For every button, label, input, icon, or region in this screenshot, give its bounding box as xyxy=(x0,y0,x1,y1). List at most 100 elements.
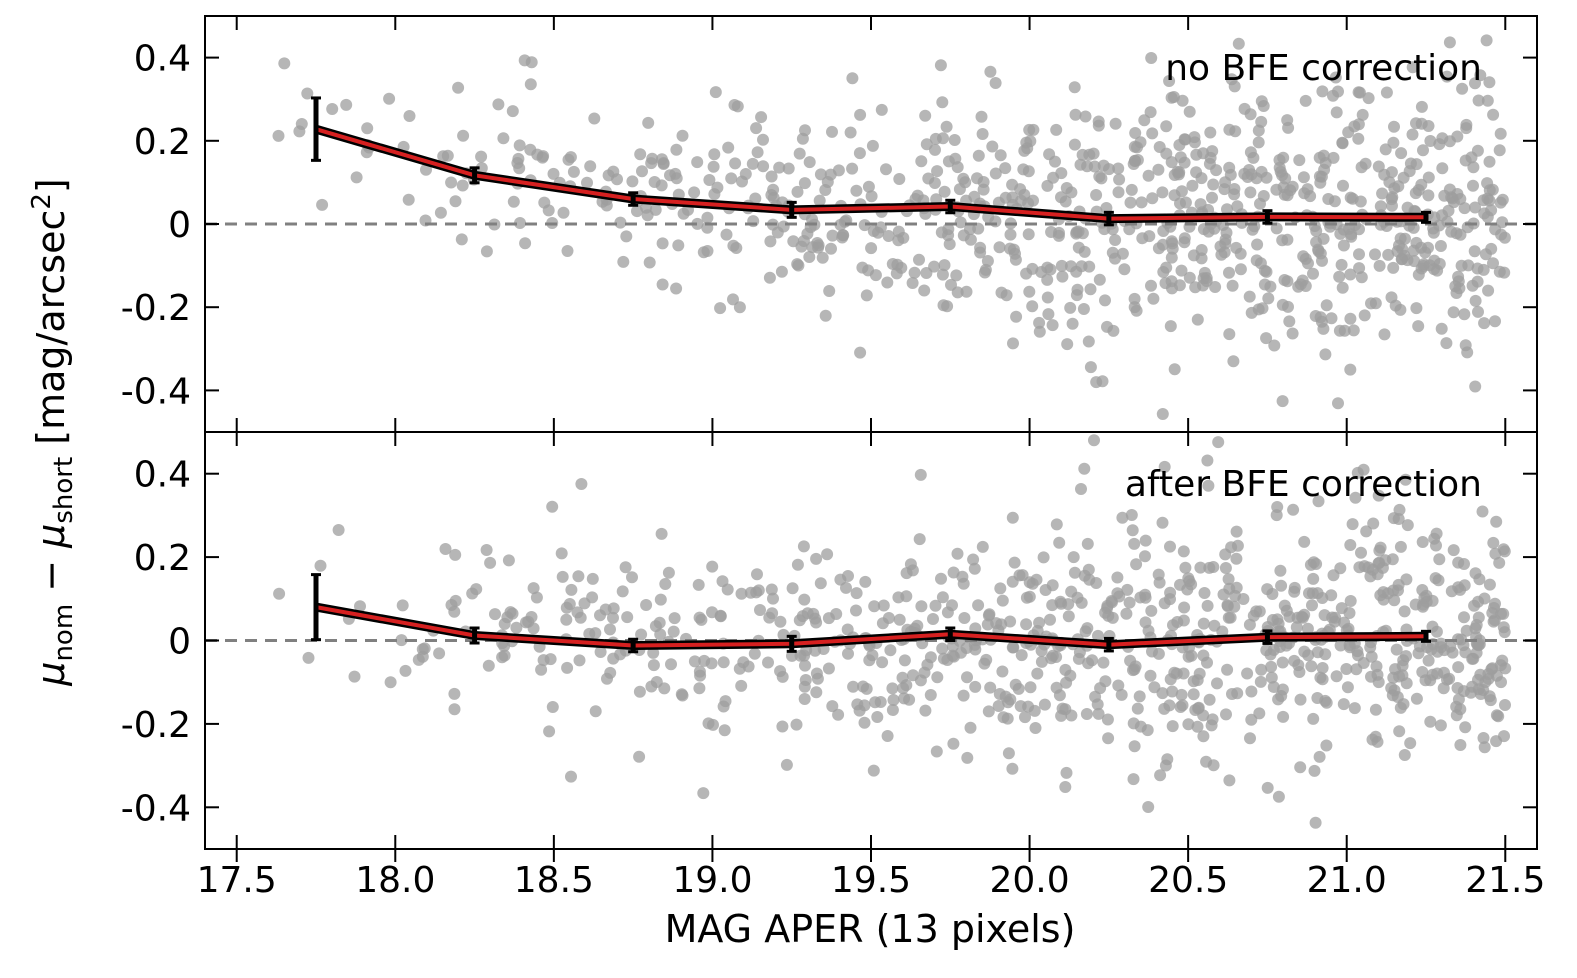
scatter-point xyxy=(1230,552,1243,565)
scatter-point xyxy=(791,185,804,198)
scatter-point xyxy=(1371,668,1384,681)
scatter-point xyxy=(1136,232,1149,245)
scatter-point xyxy=(1286,327,1299,340)
scatter-point xyxy=(662,566,675,579)
scatter-point xyxy=(936,591,949,604)
x-tick-label: 19.5 xyxy=(831,860,911,901)
scatter-point xyxy=(1153,576,1166,589)
scatter-point xyxy=(725,172,738,185)
scatter-point xyxy=(765,170,778,183)
scatter-point xyxy=(1313,750,1326,763)
scatter-point xyxy=(826,700,839,713)
scatter-point xyxy=(1081,537,1094,550)
scatter-point xyxy=(1161,753,1174,766)
scatter-point xyxy=(976,128,989,140)
scatter-point xyxy=(763,271,776,284)
scatter-point xyxy=(1319,348,1332,361)
scatter-point xyxy=(1062,610,1075,623)
scatter-point xyxy=(1355,546,1367,559)
scatter-point xyxy=(1348,702,1361,715)
scatter-point xyxy=(1454,228,1467,241)
scatter-point xyxy=(1230,525,1243,538)
scatter-point xyxy=(1434,240,1447,252)
scatter-point xyxy=(1190,148,1203,161)
scatter-point xyxy=(1024,135,1037,148)
scatter-point xyxy=(617,255,630,268)
scatter-point xyxy=(860,289,873,302)
scatter-point xyxy=(573,654,586,667)
scatter-point xyxy=(1080,708,1093,720)
scatter-point xyxy=(1092,629,1104,642)
scatter-point xyxy=(1489,315,1501,328)
scatter-point xyxy=(1081,160,1094,173)
scatter-point xyxy=(1320,299,1333,312)
scatter-point xyxy=(938,259,951,272)
scatter-point xyxy=(561,245,574,257)
scatter-point xyxy=(709,86,722,99)
plot-area-0 xyxy=(205,34,1537,420)
scatter-point xyxy=(1344,595,1357,607)
scatter-point xyxy=(1495,607,1507,620)
scatter-point xyxy=(1006,641,1019,654)
scatter-point xyxy=(692,578,705,591)
scatter-point xyxy=(1167,619,1179,632)
scatter-point xyxy=(1056,270,1069,283)
scatter-point xyxy=(1079,110,1092,123)
scatter-point xyxy=(496,651,509,664)
scatter-point xyxy=(1178,133,1191,146)
scatter-point xyxy=(1328,195,1341,208)
scatter-point xyxy=(1019,711,1031,724)
scatter-point xyxy=(1373,544,1386,557)
scatter-point xyxy=(1428,254,1441,267)
scatter-point xyxy=(822,662,835,675)
scatter-point xyxy=(1256,302,1269,315)
scatter-point xyxy=(1282,121,1295,134)
scatter-point xyxy=(1372,489,1385,502)
scatter-point xyxy=(1093,170,1106,183)
scatter-point xyxy=(1035,655,1048,668)
scatter-point xyxy=(1191,674,1204,687)
scatter-point xyxy=(1026,300,1039,313)
scatter-point xyxy=(1433,553,1446,566)
scatter-point xyxy=(399,664,412,677)
scatter-point xyxy=(1112,679,1125,692)
scatter-point xyxy=(1127,664,1139,677)
scatter-point xyxy=(1152,647,1165,660)
scatter-point xyxy=(1010,310,1023,323)
y-tick-label: -0.2 xyxy=(121,705,191,746)
scatter-point xyxy=(489,608,501,621)
scatter-point xyxy=(1398,605,1411,618)
scatter-point xyxy=(1260,332,1273,345)
y-tick-label: 0.2 xyxy=(134,538,191,579)
scatter-point xyxy=(786,649,798,662)
scatter-point xyxy=(1409,598,1422,611)
scatter-point xyxy=(1226,279,1239,292)
scatter-point xyxy=(626,175,639,188)
scatter-point xyxy=(1487,108,1500,121)
scatter-point xyxy=(1394,540,1407,553)
scatter-point xyxy=(1171,165,1184,178)
scatter-point xyxy=(643,256,656,269)
scatter-point xyxy=(844,126,857,139)
scatter-point xyxy=(1262,292,1275,305)
scatter-point xyxy=(989,215,1002,228)
scatter-point xyxy=(506,105,519,118)
scatter-point xyxy=(1156,186,1169,199)
scatter-point xyxy=(986,140,999,153)
scatter-point xyxy=(1223,774,1236,787)
scatter-point xyxy=(1298,187,1311,200)
scatter-point xyxy=(1460,624,1473,637)
scatter-point xyxy=(1483,76,1496,89)
x-tick-label: 21.5 xyxy=(1465,860,1545,901)
scatter-point xyxy=(1072,652,1085,665)
scatter-point xyxy=(999,191,1012,204)
scatter-point xyxy=(1128,292,1141,305)
scatter-point xyxy=(1489,597,1501,610)
binned-line-1 xyxy=(315,605,1427,648)
scatter-point xyxy=(1410,117,1422,130)
scatter-point xyxy=(1070,227,1083,240)
scatter-point xyxy=(1316,254,1328,267)
scatter-point xyxy=(708,148,721,161)
scatter-point xyxy=(1044,263,1057,276)
scatter-point xyxy=(853,704,866,717)
